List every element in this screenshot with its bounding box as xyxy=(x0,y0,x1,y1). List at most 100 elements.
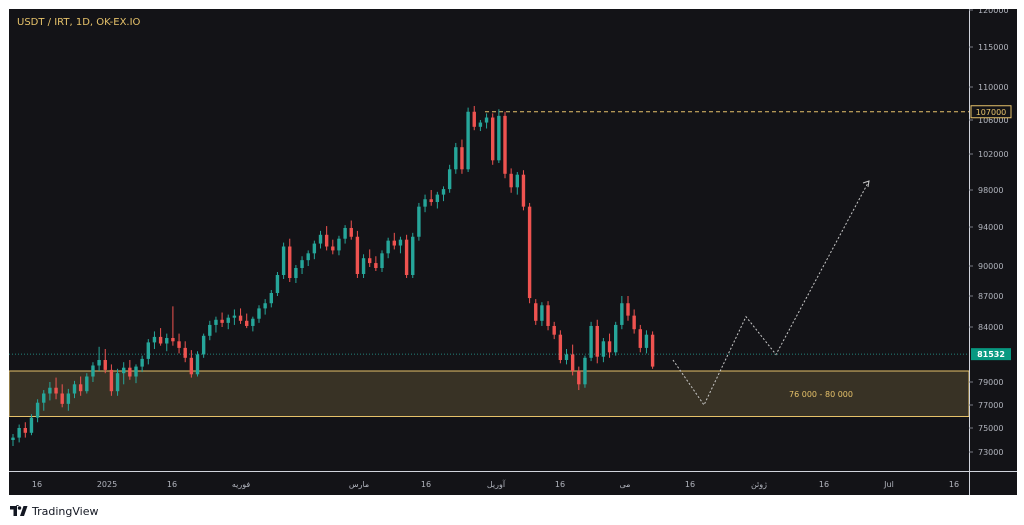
candle-body xyxy=(484,117,489,123)
resistance-price-tag-label: 107000 xyxy=(976,108,1007,117)
candle-body xyxy=(275,275,280,293)
y-tick-label: 120000 xyxy=(978,9,1009,15)
candle-body xyxy=(601,341,606,357)
candle-body xyxy=(570,354,575,371)
x-tick-label: 2025 xyxy=(97,480,117,489)
candle-body xyxy=(257,308,261,319)
candle-body xyxy=(220,319,224,323)
candle-body xyxy=(72,384,77,394)
candle-body xyxy=(300,260,304,268)
candle-body xyxy=(423,199,427,207)
candle-body xyxy=(195,354,200,375)
candle-body xyxy=(263,303,267,309)
candle-body xyxy=(208,324,212,336)
x-tick-label: 16 xyxy=(421,480,431,489)
candle-body xyxy=(109,369,114,392)
candle-body xyxy=(158,336,163,344)
support-zone-label: 76 000 - 80 000 xyxy=(789,390,853,399)
candle-body xyxy=(349,227,353,237)
candle-body xyxy=(128,367,132,377)
current-price-tag-label: 81532 xyxy=(977,350,1005,359)
candle-body xyxy=(66,393,71,404)
support-zone xyxy=(9,370,970,417)
candle-body xyxy=(417,206,421,237)
candle-body xyxy=(245,320,249,326)
candle-body xyxy=(343,227,347,239)
candle-body xyxy=(23,428,27,433)
candle-body xyxy=(54,387,58,394)
candle-body xyxy=(226,317,230,323)
candle-body xyxy=(294,268,298,278)
candle-body xyxy=(78,384,83,392)
candle-body xyxy=(152,336,157,343)
chart-title: USDT / IRT, 1D, OK-EX.IO xyxy=(17,17,141,28)
candle-body xyxy=(42,393,46,403)
candle-body xyxy=(103,360,107,370)
candle-body xyxy=(515,174,519,188)
candle-body xyxy=(589,325,593,358)
candle-body xyxy=(91,365,95,377)
x-tick-label: مى xyxy=(620,480,631,489)
candle-body xyxy=(214,319,218,325)
candle-body xyxy=(644,334,649,348)
y-tick-label: 77000 xyxy=(978,401,1003,410)
current-price-tag xyxy=(971,348,1011,361)
candle-body xyxy=(171,338,175,342)
x-tick-label: 16 xyxy=(819,480,829,489)
candle-body xyxy=(374,263,378,268)
candle-body xyxy=(564,354,569,360)
y-tick-label: 75000 xyxy=(978,424,1003,433)
candle-body xyxy=(134,366,138,377)
candle-body xyxy=(115,373,120,392)
candle-body xyxy=(491,117,495,161)
candle-body xyxy=(521,174,526,207)
candle-body xyxy=(331,246,335,251)
candle-body xyxy=(540,305,544,321)
y-tick-label: 84000 xyxy=(978,323,1003,332)
resistance-price-tag xyxy=(970,105,1012,119)
candle-body xyxy=(447,169,452,190)
candle-body xyxy=(460,147,464,170)
x-tick-label: 16 xyxy=(32,480,42,489)
x-tick-label: فوریه xyxy=(232,480,251,489)
y-tick-label: 87000 xyxy=(978,292,1003,301)
y-tick-label: 110000 xyxy=(978,83,1009,92)
candle-body xyxy=(411,236,415,275)
y-tick-label: 94000 xyxy=(978,223,1003,232)
y-tick-label: 79000 xyxy=(978,378,1003,387)
candle-body xyxy=(97,360,101,366)
candle-body xyxy=(632,315,636,330)
candle-body xyxy=(478,122,483,127)
candle-body xyxy=(11,437,15,440)
candle-body xyxy=(361,258,366,274)
y-tick-label: 90000 xyxy=(978,262,1003,271)
tradingview-footer[interactable]: TradingView xyxy=(10,503,98,519)
usdt-irt-candlestick-chart[interactable]: 76 000 - 80 000 73000 75000 77000 79000 8400… xyxy=(9,9,1017,495)
candle-body xyxy=(48,387,52,394)
projection-path xyxy=(672,180,870,406)
x-tick-label: آوریل xyxy=(487,479,506,489)
candle-body xyxy=(497,115,501,161)
candle-body xyxy=(577,371,581,385)
x-tick-label: Jul xyxy=(883,480,894,489)
candle-body xyxy=(398,239,403,246)
candle-body xyxy=(534,303,538,321)
candle-body xyxy=(595,325,599,357)
candle-body xyxy=(337,238,341,251)
candle-body xyxy=(620,303,624,325)
candle-body xyxy=(626,303,630,316)
candle-body xyxy=(638,329,642,348)
candle-body xyxy=(201,335,206,355)
candle-body xyxy=(509,173,513,188)
candle-body xyxy=(238,315,243,321)
x-tick-label: 16 xyxy=(949,480,959,489)
candle-body xyxy=(281,246,286,275)
y-tick-label: 115000 xyxy=(978,43,1009,52)
candle-body xyxy=(435,194,440,203)
candle-body xyxy=(466,111,470,170)
candle-body xyxy=(306,253,310,261)
projection-arrowhead xyxy=(862,180,870,188)
candle-body xyxy=(392,240,396,246)
chart-panel[interactable]: 76 000 - 80 000 73000 75000 77000 79000 8400… xyxy=(9,9,1017,495)
candle-body xyxy=(165,338,169,344)
